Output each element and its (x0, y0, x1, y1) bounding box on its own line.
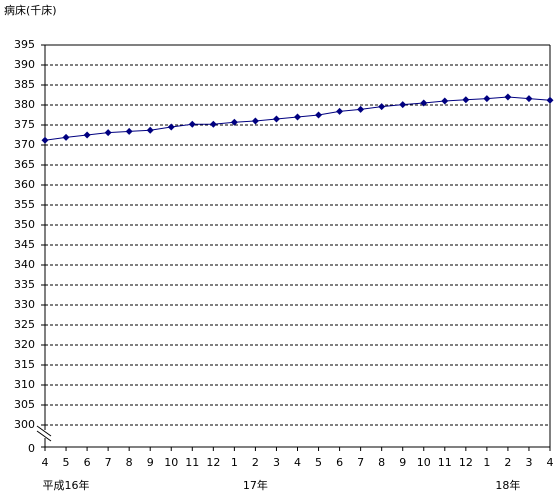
x-tick-label: 10 (164, 456, 178, 469)
y-tick-label: 330 (14, 298, 35, 311)
x-tick-label: 9 (399, 456, 406, 469)
y-tick-label: 320 (14, 338, 35, 351)
data-point (294, 113, 301, 121)
x-tick-label: 3 (525, 456, 532, 469)
y-tick-label: 375 (14, 118, 35, 131)
x-tick-label: 11 (438, 456, 452, 469)
axis-break (36, 430, 52, 442)
x-tick-label: 7 (357, 456, 364, 469)
x-tick-label: 10 (417, 456, 431, 469)
y-tick-label: 380 (14, 98, 35, 111)
x-tick-label: 6 (84, 456, 91, 469)
data-point (525, 95, 533, 103)
y-tick-label: 345 (14, 238, 35, 251)
data-point (230, 118, 238, 126)
data-point (104, 129, 112, 137)
data-point (546, 96, 554, 104)
data-point (483, 95, 491, 103)
x-tick-label: 4 (547, 456, 554, 469)
x-tick-label: 6 (336, 456, 343, 469)
x-tick-label: 1 (483, 456, 490, 469)
data-point (357, 105, 365, 113)
data-point (504, 93, 512, 101)
x-tick-label: 1 (231, 456, 238, 469)
y-tick-label: 390 (14, 58, 35, 71)
year-label: 18年 (495, 478, 520, 492)
data-point (251, 117, 259, 125)
data-point (41, 136, 49, 144)
y-tick-label: 395 (14, 38, 35, 51)
data-point (378, 103, 386, 111)
data-point (462, 96, 470, 104)
x-tick-label: 9 (147, 456, 154, 469)
data-point (272, 115, 280, 123)
year-label: 平成16年 (43, 478, 90, 492)
y-tick-label: 305 (14, 398, 35, 411)
data-point (336, 107, 344, 115)
y-tick-label: 340 (14, 258, 35, 271)
x-tick-label: 12 (206, 456, 220, 469)
data-point (146, 126, 154, 134)
x-tick-label: 7 (105, 456, 112, 469)
data-point (83, 131, 91, 139)
y-tick-label: 300 (14, 418, 35, 431)
x-tick-label: 8 (126, 456, 133, 469)
x-tick-label: 3 (273, 456, 280, 469)
data-point (167, 123, 175, 131)
x-tick-label: 2 (252, 456, 259, 469)
y-axis-label: 病床(千床) (4, 3, 57, 17)
axis-break (36, 425, 52, 437)
x-tick-label: 2 (504, 456, 511, 469)
data-point (315, 111, 323, 119)
y-tick-label: 0 (28, 442, 35, 455)
y-tick-label: 385 (14, 78, 35, 91)
data-point (441, 97, 449, 105)
data-point (62, 133, 70, 141)
data-point (125, 127, 133, 135)
x-tick-label: 5 (315, 456, 322, 469)
y-tick-label: 325 (14, 318, 35, 331)
y-tick-label: 315 (14, 358, 35, 371)
data-point (399, 101, 407, 109)
x-tick-label: 8 (378, 456, 385, 469)
y-tick-label: 365 (14, 158, 35, 171)
y-tick-label: 370 (14, 138, 35, 151)
data-point (420, 99, 428, 107)
y-tick-label: 335 (14, 278, 35, 291)
y-tick-label: 310 (14, 378, 35, 391)
y-tick-label: 360 (14, 178, 35, 191)
y-tick-label: 350 (14, 218, 35, 231)
data-point (188, 120, 196, 128)
x-tick-label: 12 (459, 456, 473, 469)
year-label: 17年 (243, 478, 268, 492)
data-point (209, 120, 217, 128)
x-tick-label: 4 (42, 456, 49, 469)
x-tick-label: 4 (294, 456, 301, 469)
y-tick-label: 355 (14, 198, 35, 211)
x-tick-label: 5 (63, 456, 70, 469)
x-tick-label: 11 (185, 456, 199, 469)
